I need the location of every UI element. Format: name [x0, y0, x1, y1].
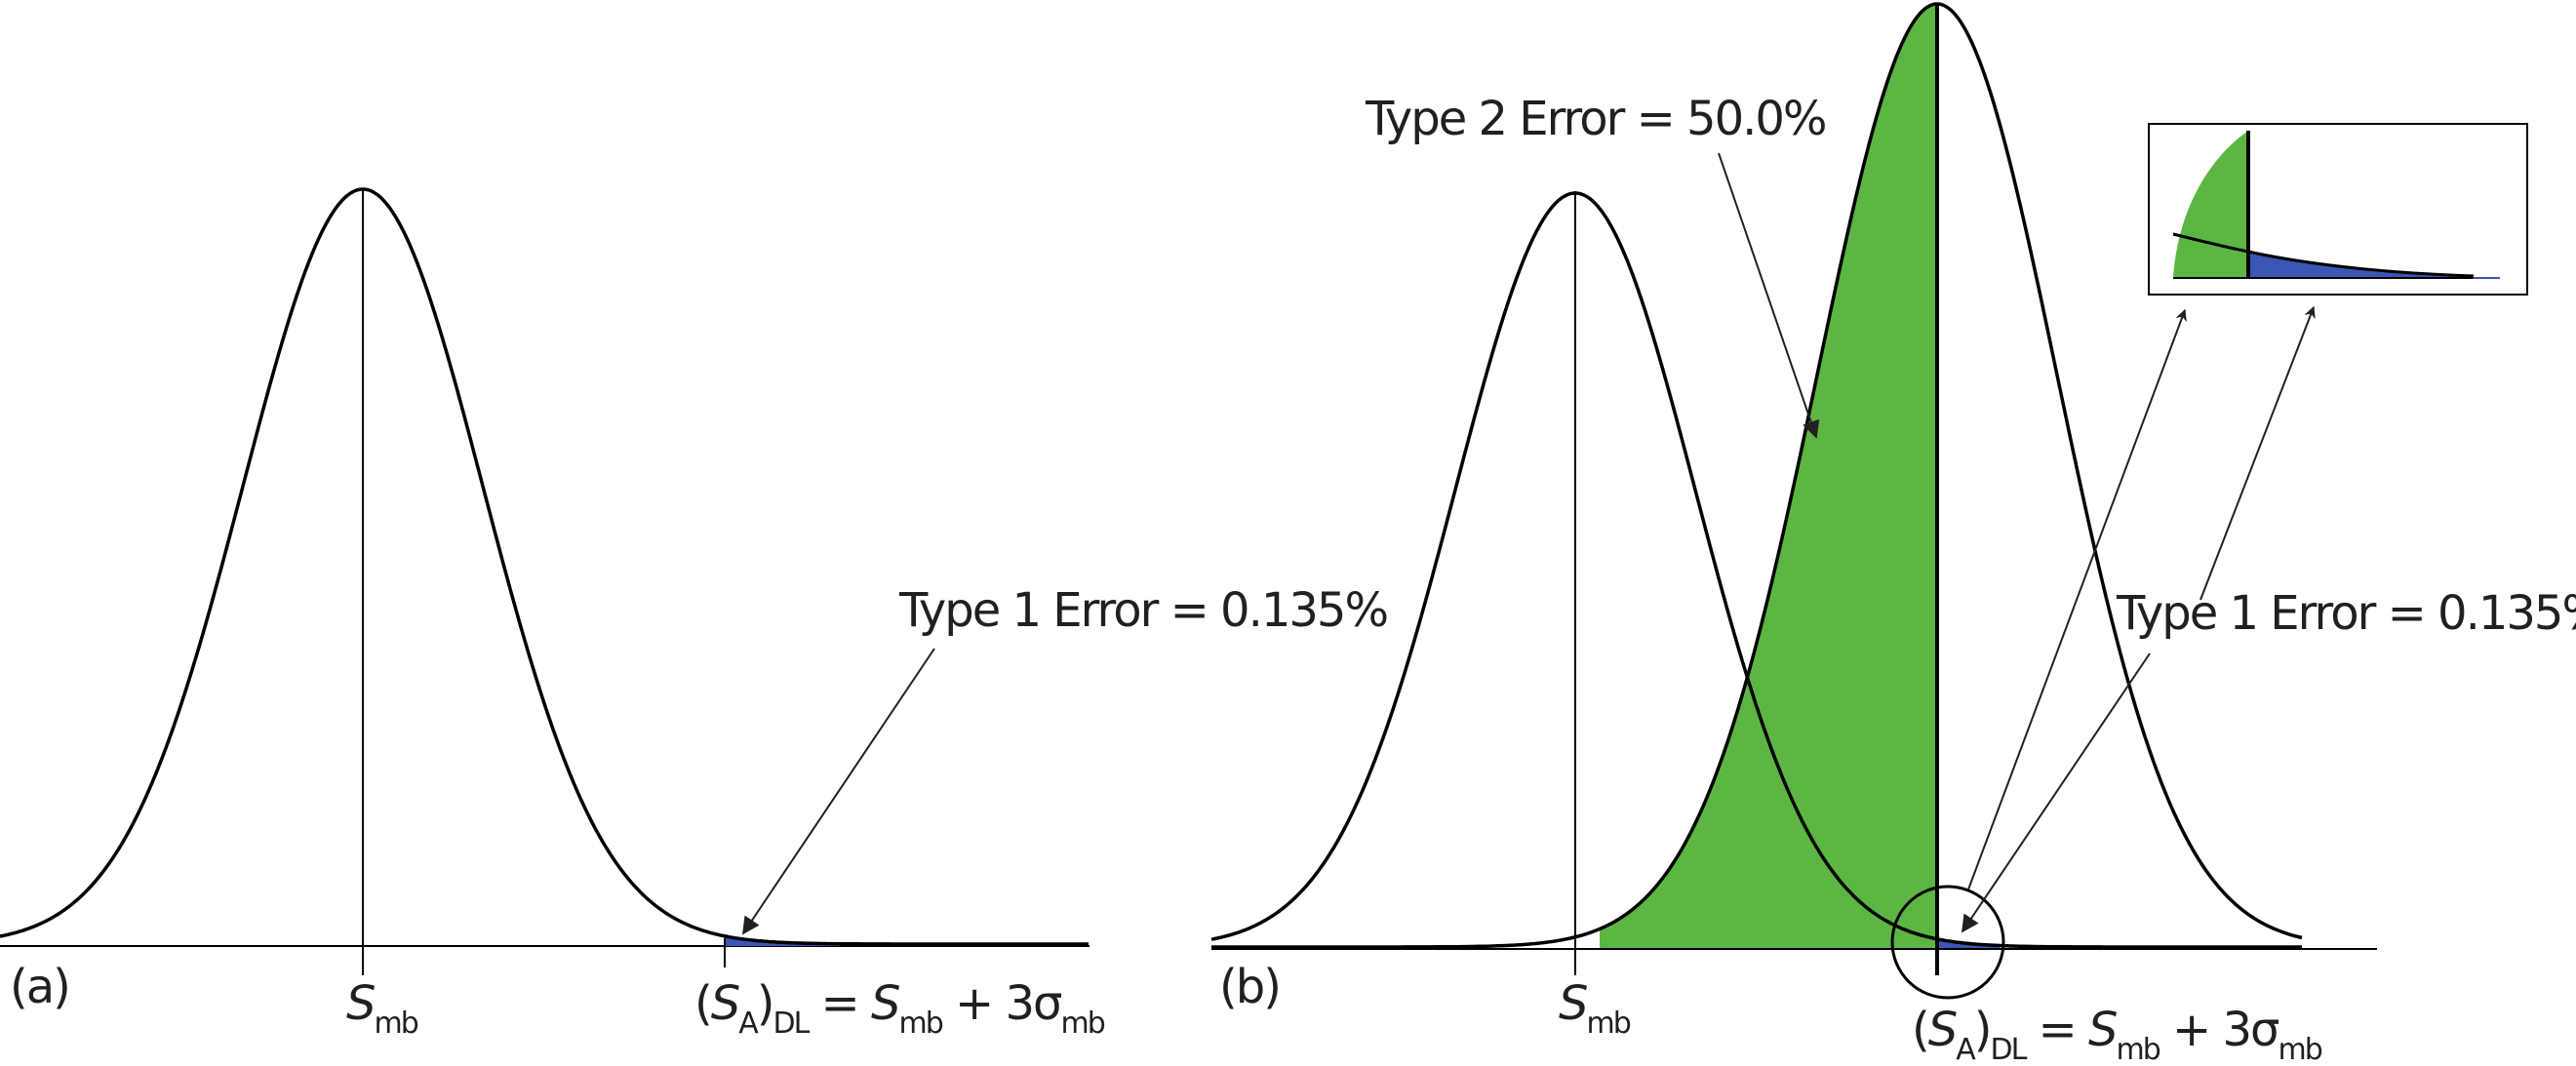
- panel-b-thr-s: S: [1928, 1003, 1957, 1057]
- panel-b-tag: (b): [1219, 960, 1280, 1014]
- panel-a-thr-a-sub: A: [738, 1007, 759, 1041]
- panel-a-thr-paren-open: (: [694, 976, 711, 1031]
- panel-a-thr-s2: S: [871, 976, 899, 1031]
- panel-b-inset-arrow-left: [1967, 308, 2187, 890]
- panel-b-type2-annotation: Type 2 Error = 50.0%: [1365, 92, 1826, 146]
- panel-a-mean-symbol: S: [346, 976, 375, 1031]
- panel-a-mean-subscript: mb: [374, 1007, 417, 1041]
- panel-b-threshold-label: (SA)DL = Smb + 3σmb: [1912, 1003, 2322, 1061]
- panel-b-thr-mb-sub2: mb: [2278, 1033, 2321, 1061]
- panel-a-thr-plus-sigma: + 3σ: [942, 976, 1062, 1031]
- panel-b-thr-a-sub: A: [1956, 1033, 1976, 1061]
- panel-a-thr-s: S: [711, 976, 739, 1031]
- panel-b-type2-region: [1600, 4, 1937, 949]
- panel-b-analyte-distribution-curve: [1211, 2, 2303, 949]
- panel-b-mean-label: Smb: [1559, 976, 1631, 1041]
- panel-b-mean-symbol: S: [1559, 976, 1587, 1031]
- panel-b: (b) Smb (SA)DL = Smb + 3σmb Type 2 Error…: [1210, 2, 2576, 1066]
- panel-a-type1-arrow: [741, 648, 935, 935]
- panel-b-thr-plus-sigma: + 3σ: [2160, 1003, 2279, 1057]
- panel-a-type1-annotation: Type 1 Error = 0.135%: [898, 583, 1387, 638]
- panel-a-thr-equals: =: [808, 976, 871, 1031]
- panel-b-thr-dl-sub: DL: [1990, 1033, 2027, 1061]
- panel-a-thr-paren-close: ): [757, 976, 773, 1031]
- inset-blank-curve: [2172, 232, 2475, 278]
- panel-a-blank-distribution-curve: [0, 187, 1089, 946]
- inset-type2-region: [2173, 131, 2248, 278]
- panel-a-thr-mb-sub2: mb: [1060, 1007, 1104, 1041]
- panel-a-threshold-label: (SA)DL = Smb + 3σmb: [694, 976, 1105, 1041]
- panel-a-thr-mb-sub: mb: [899, 1007, 943, 1041]
- panel-b-thr-paren-open: (: [1912, 1003, 1928, 1057]
- inset-type1-region: [2248, 252, 2474, 278]
- panel-a-mean-label: Smb: [346, 976, 418, 1041]
- panel-b-type1-annotation: Type 1 Error = 0.135%: [2116, 586, 2576, 641]
- panel-b-thr-mb-sub: mb: [2117, 1033, 2160, 1061]
- panel-b-zoom-circle: [1890, 885, 2005, 1000]
- panel-b-zoom-inset: [2148, 123, 2528, 296]
- panel-a-thr-dl-sub: DL: [773, 1007, 810, 1041]
- panel-b-type1-arrow: [1961, 652, 2151, 933]
- panel-a: (a) Smb (SA)DL = Smb + 3σmb Type 1 Error…: [0, 187, 1389, 1041]
- panel-b-thr-equals: =: [2025, 1003, 2088, 1057]
- panel-b-inset-arrow-right: [2200, 305, 2316, 601]
- panel-a-tag: (a): [10, 960, 69, 1014]
- panel-b-thr-paren-close: ): [1974, 1003, 1991, 1057]
- panel-b-mean-subscript: mb: [1586, 1007, 1630, 1041]
- panel-b-type2-arrow: [1718, 152, 1820, 439]
- panel-b-blank-distribution-curve: [1210, 191, 2302, 949]
- panel-b-thr-s2: S: [2088, 1003, 2117, 1057]
